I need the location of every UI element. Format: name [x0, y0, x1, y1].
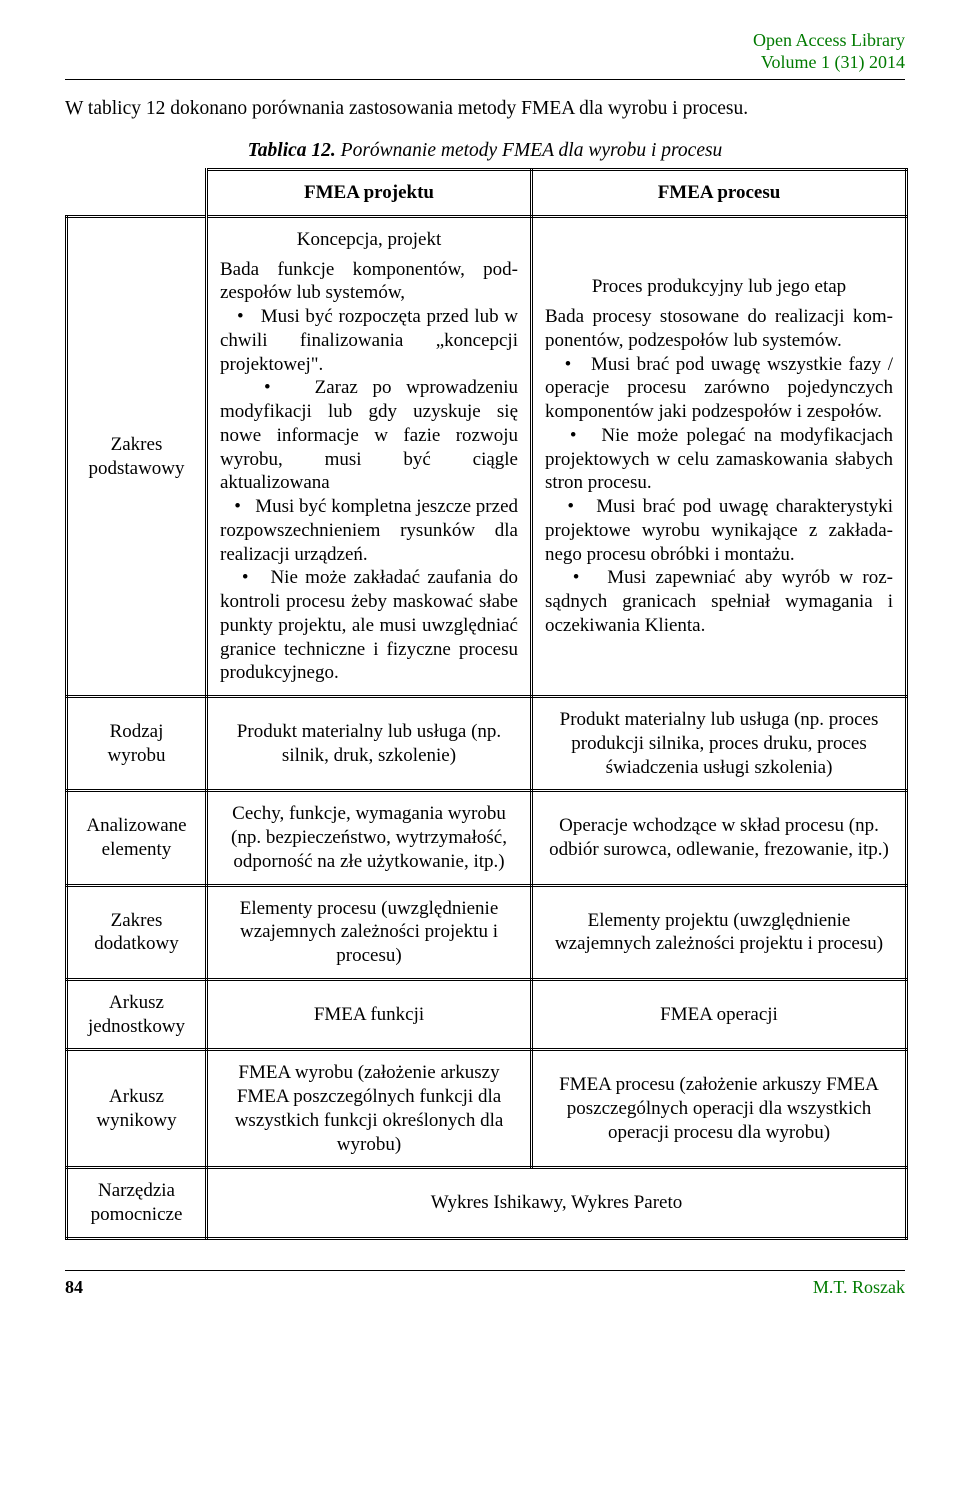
zp-col1-b3: • Musi być kompletna jeszcze przed rozpo…: [220, 495, 518, 566]
zp-col2-b1: • Musi brać pod uwagę wszystkie fazy / o…: [545, 353, 893, 424]
cell-rw-col2: Produkt materialny lub usługa (np. proce…: [532, 697, 907, 791]
page: Open Access Library Volume 1 (31) 2014 W…: [0, 0, 960, 1318]
cell-aj-col2: FMEA operacji: [532, 979, 907, 1050]
header-line2: Volume 1 (31) 2014: [65, 52, 905, 74]
header-empty-cell: [67, 170, 207, 217]
row-analizowane-elementy: Analizowane elementy Cechy, funkcje, wym…: [67, 791, 907, 885]
cell-zp-col1: Koncepcja, projekt Bada funkcje komponen…: [207, 216, 532, 696]
rowlabel-arkusz-jednostkowy: Arkusz jednostkowy: [67, 979, 207, 1050]
cell-zd-col1: Elementy procesu (uwzględnienie wzajemny…: [207, 885, 532, 979]
zp-col1-b1: • Musi być rozpoczęta przed lub w chwili…: [220, 305, 518, 376]
cell-aw-col2: FMEA procesu (założenie arkuszy FMEA pos…: [532, 1050, 907, 1168]
rowlabel-arkusz-wynikowy: Arkusz wynikowy: [67, 1050, 207, 1168]
zp-col2-b4: • Musi zapewniać aby wyrób w roz­sądnych…: [545, 566, 893, 637]
cell-aj-col1: FMEA funkcji: [207, 979, 532, 1050]
zp-col1-b2: • Zaraz po wprowadzeniu modyfikacji lub …: [220, 376, 518, 495]
zp-col2-head: Proces produkcyjny lub jego etap: [545, 275, 893, 299]
col-header-2: FMEA procesu: [532, 170, 907, 217]
cell-ae-col2: Operacje wchodzące w skład procesu (np. …: [532, 791, 907, 885]
running-header: Open Access Library Volume 1 (31) 2014: [65, 30, 905, 73]
cell-zd-col2: Elementy projektu (uwzględnienie wzajemn…: [532, 885, 907, 979]
page-number: 84: [65, 1277, 83, 1298]
cell-rw-col1: Produkt materialny lub usługa (np. silni…: [207, 697, 532, 791]
row-zakres-podstawowy: Zakres podstawowy Koncepcja, projekt Bad…: [67, 216, 907, 696]
col-header-1: FMEA projektu: [207, 170, 532, 217]
row-arkusz-wynikowy: Arkusz wynikowy FMEA wyrobu (założenie a…: [67, 1050, 907, 1168]
row-zakres-dodatkowy: Zakres dodatkowy Elementy procesu (uwzgl…: [67, 885, 907, 979]
page-footer: 84 M.T. Roszak: [65, 1270, 905, 1298]
header-line1: Open Access Library: [65, 30, 905, 52]
zp-col1-lead: Bada funkcje komponentów, pod­zespołów l…: [220, 258, 518, 306]
cell-ae-col1: Cechy, funkcje, wymagania wyrobu (np. be…: [207, 791, 532, 885]
row-rodzaj-wyrobu: Rodzaj wyrobu Produkt materialny lub usł…: [67, 697, 907, 791]
row-narzedzia-pomocnicze: Narzędzia pomocnicze Wykres Ishikawy, Wy…: [67, 1168, 907, 1239]
table-header-row: FMEA projektu FMEA procesu: [67, 170, 907, 217]
cell-zp-col2: Proces produkcyjny lub jego etap Bada pr…: [532, 216, 907, 696]
zp-col1-head: Koncepcja, projekt: [220, 228, 518, 252]
table-caption: Tablica 12. Porównanie metody FMEA dla w…: [65, 140, 905, 162]
header-rule: [65, 79, 905, 80]
zp-col2-lead: Bada procesy stosowane do realizacji kom…: [545, 305, 893, 353]
row-arkusz-jednostkowy: Arkusz jednostkowy FMEA funkcji FMEA ope…: [67, 979, 907, 1050]
cell-aw-col1: FMEA wyrobu (założenie arkuszy FMEA posz…: [207, 1050, 532, 1168]
rowlabel-narzedzia-pomocnicze: Narzędzia pomocnicze: [67, 1168, 207, 1239]
cell-np-merged: Wykres Ishikawy, Wykres Pareto: [207, 1168, 907, 1239]
zp-col2-b2: • Nie może polegać na modyfikacjach proj…: [545, 424, 893, 495]
rowlabel-rodzaj-wyrobu: Rodzaj wyrobu: [67, 697, 207, 791]
rowlabel-analizowane-elementy: Analizowane elementy: [67, 791, 207, 885]
footer-author: M.T. Roszak: [813, 1277, 905, 1298]
intro-paragraph: W tablicy 12 dokonano porównania zastoso…: [65, 98, 905, 120]
fmea-table: FMEA projektu FMEA procesu Zakres podsta…: [65, 168, 908, 1240]
zp-col1-b4: • Nie może zakładać zaufania do kontroli…: [220, 566, 518, 685]
caption-rest: Porównanie metody FMEA dla wyrobu i proc…: [336, 140, 723, 161]
rowlabel-zakres-podstawowy: Zakres podstawowy: [67, 216, 207, 696]
caption-prefix: Tablica 12.: [248, 140, 336, 161]
zp-col2-b3: • Musi brać pod uwagę charakterystyki pr…: [545, 495, 893, 566]
rowlabel-zakres-dodatkowy: Zakres dodatkowy: [67, 885, 207, 979]
